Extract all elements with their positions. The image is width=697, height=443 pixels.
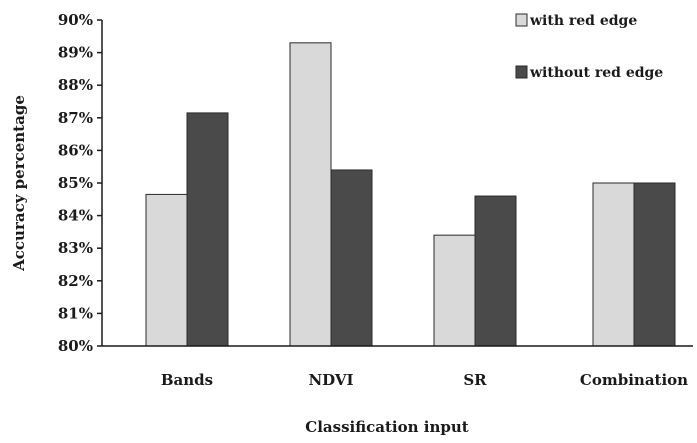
y-tick-label: 82% — [58, 272, 93, 290]
bar-without-red-edge — [330, 169, 373, 347]
legend-swatch — [515, 65, 528, 79]
x-axis-categories: Bands NDVI SR Combination — [161, 371, 688, 389]
bar-without-red-edge — [633, 182, 676, 347]
x-axis-title: Classification input — [305, 418, 468, 436]
y-tick-label: 87% — [58, 109, 93, 127]
y-tick-label: 83% — [58, 239, 93, 257]
legend-swatch — [515, 13, 528, 27]
x-category-label: Combination — [580, 371, 688, 389]
bars — [145, 42, 676, 347]
bar-without-red-edge — [186, 112, 229, 347]
y-tick-label: 85% — [58, 174, 93, 192]
legend: with red edge without red edge — [515, 13, 663, 81]
y-tick-label: 86% — [58, 141, 93, 159]
y-tick-label: 90% — [58, 11, 93, 29]
bar-with-red-edge — [433, 234, 476, 347]
y-tick-label: 81% — [58, 304, 93, 322]
y-tick-label: 80% — [58, 337, 93, 355]
bar-with-red-edge — [145, 193, 188, 347]
x-category-label: Bands — [161, 371, 213, 389]
y-tick-label: 84% — [58, 207, 93, 225]
x-category-label: NDVI — [308, 371, 353, 389]
bar-without-red-edge — [474, 195, 517, 347]
y-axis-ticks: 80% 81% 82% 83% 84% 85% 86% 87% 88% 89% 90% — [58, 11, 102, 355]
y-axis-title: Accuracy percentage — [10, 95, 28, 272]
legend-label: without red edge — [529, 65, 663, 81]
bar-with-red-edge — [592, 182, 635, 347]
bar-with-red-edge — [289, 42, 332, 347]
legend-label: with red edge — [529, 13, 637, 29]
y-tick-label: 89% — [58, 44, 93, 62]
x-category-label: SR — [463, 371, 487, 389]
y-tick-label: 88% — [58, 76, 93, 94]
